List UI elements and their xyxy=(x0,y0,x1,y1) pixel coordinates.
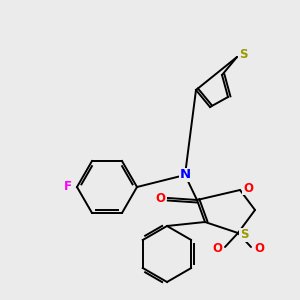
Text: N: N xyxy=(179,169,191,182)
Text: S: S xyxy=(240,229,248,242)
Text: O: O xyxy=(155,191,165,205)
Text: O: O xyxy=(243,182,253,194)
Text: S: S xyxy=(239,47,247,61)
Text: O: O xyxy=(212,242,222,256)
Text: O: O xyxy=(254,242,264,256)
Text: F: F xyxy=(64,181,72,194)
